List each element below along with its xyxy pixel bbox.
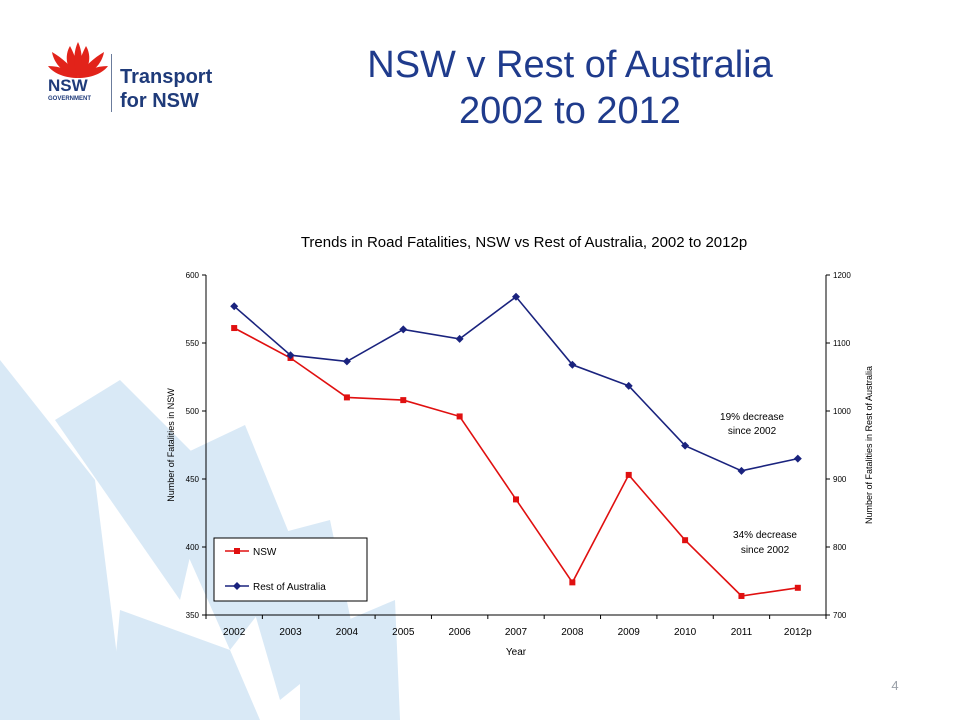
x-tick-label: 2004 [336, 627, 359, 638]
data-point-nsw [682, 537, 689, 544]
x-tick-label: 2006 [449, 627, 472, 638]
page-number: 4 [891, 678, 899, 693]
x-tick-label: 2012p [784, 627, 812, 638]
left-y-tick-label: 600 [186, 271, 200, 280]
x-tick-label: 2005 [392, 627, 415, 638]
x-tick-label: 2010 [674, 627, 697, 638]
x-axis-label: Year [506, 647, 527, 658]
left-y-tick-label: 400 [186, 543, 200, 552]
left-y-tick-label: 350 [186, 611, 200, 620]
annotation-nsw-decrease: 34% decrease since 2002 [733, 530, 797, 556]
right-y-tick-label: 1100 [833, 339, 851, 348]
x-tick-label: 2007 [505, 627, 528, 638]
right-y-tick-label: 800 [833, 543, 847, 552]
x-tick-label: 2011 [731, 627, 753, 638]
data-point-rest-of-australia [737, 466, 746, 475]
right-y-tick-label: 1000 [833, 407, 851, 416]
left-y-axis-label: Number of Fatalities in NSW [166, 388, 176, 502]
logo-divider [111, 54, 112, 112]
logo-government-text: GOVERNMENT [48, 96, 92, 102]
data-point-rest-of-australia [455, 334, 464, 343]
data-point-nsw [400, 397, 407, 404]
data-point-nsw [231, 325, 238, 332]
logo-nsw-text: NSW [48, 76, 88, 95]
transport-for-nsw-logo: NSW GOVERNMENT Transport for NSW [40, 40, 230, 120]
annotation-rest-decrease: 19% decrease since 2002 [720, 412, 784, 437]
data-point-nsw [343, 394, 350, 401]
data-point-rest-of-australia [624, 381, 633, 390]
data-point-rest-of-australia [230, 302, 239, 311]
x-tick-label: 2008 [561, 627, 584, 638]
chart-legend: NSW Rest of Australia [213, 537, 368, 602]
data-point-nsw [456, 413, 463, 420]
data-point-nsw [794, 584, 801, 591]
left-y-tick-label: 450 [186, 475, 200, 484]
legend-rest-label: Rest of Australia [253, 582, 326, 593]
legend-nsw-label: NSW [253, 547, 277, 558]
slide-title-line-1: NSW v Rest of Australia [367, 44, 773, 86]
data-point-nsw [513, 496, 519, 503]
logo-for-nsw-text: for NSW [120, 90, 199, 112]
data-point-nsw [625, 471, 632, 478]
chart-title: Trends in Road Fatalities, NSW vs Rest o… [301, 234, 747, 251]
waratah-flower-icon [48, 42, 108, 78]
right-y-tick-label: 700 [833, 611, 847, 620]
left-y-tick-label: 500 [186, 407, 200, 416]
annotation-nsw-line-2: since 2002 [741, 545, 790, 556]
data-point-rest-of-australia [342, 357, 351, 366]
left-y-tick-label: 550 [186, 339, 200, 348]
annotation-nsw-line-1: 34% decrease [733, 530, 797, 541]
series-line-rest-of-australia [233, 295, 798, 472]
data-point-rest-of-australia [286, 351, 295, 360]
annotation-rest-line-2: since 2002 [728, 426, 777, 437]
data-point-rest-of-australia [681, 441, 690, 450]
slide-title-line-2: 2002 to 2012 [459, 90, 681, 132]
data-point-nsw [738, 592, 745, 599]
x-tick-label: 2002 [223, 627, 246, 638]
data-point-rest-of-australia [512, 292, 520, 301]
slide-title: NSW v Rest of Australia 2002 to 2012 [300, 42, 840, 134]
logo-transport-text: Transport [120, 66, 213, 88]
right-y-axis-label: Number of Fatalities in Rest of Australi… [864, 366, 874, 524]
legend-rest-marker [233, 582, 241, 590]
right-y-tick-label: 1200 [833, 271, 851, 280]
data-point-nsw [569, 579, 576, 586]
plot-area [205, 275, 827, 616]
data-point-rest-of-australia [399, 325, 408, 334]
x-tick-label: 2009 [618, 627, 641, 638]
x-tick-label: 2003 [279, 627, 302, 638]
right-y-tick-label: 900 [833, 475, 847, 484]
data-point-rest-of-australia [793, 454, 802, 463]
annotation-rest-line-1: 19% decrease [720, 412, 784, 423]
legend-nsw-marker [234, 548, 240, 554]
data-point-rest-of-australia [568, 360, 577, 369]
